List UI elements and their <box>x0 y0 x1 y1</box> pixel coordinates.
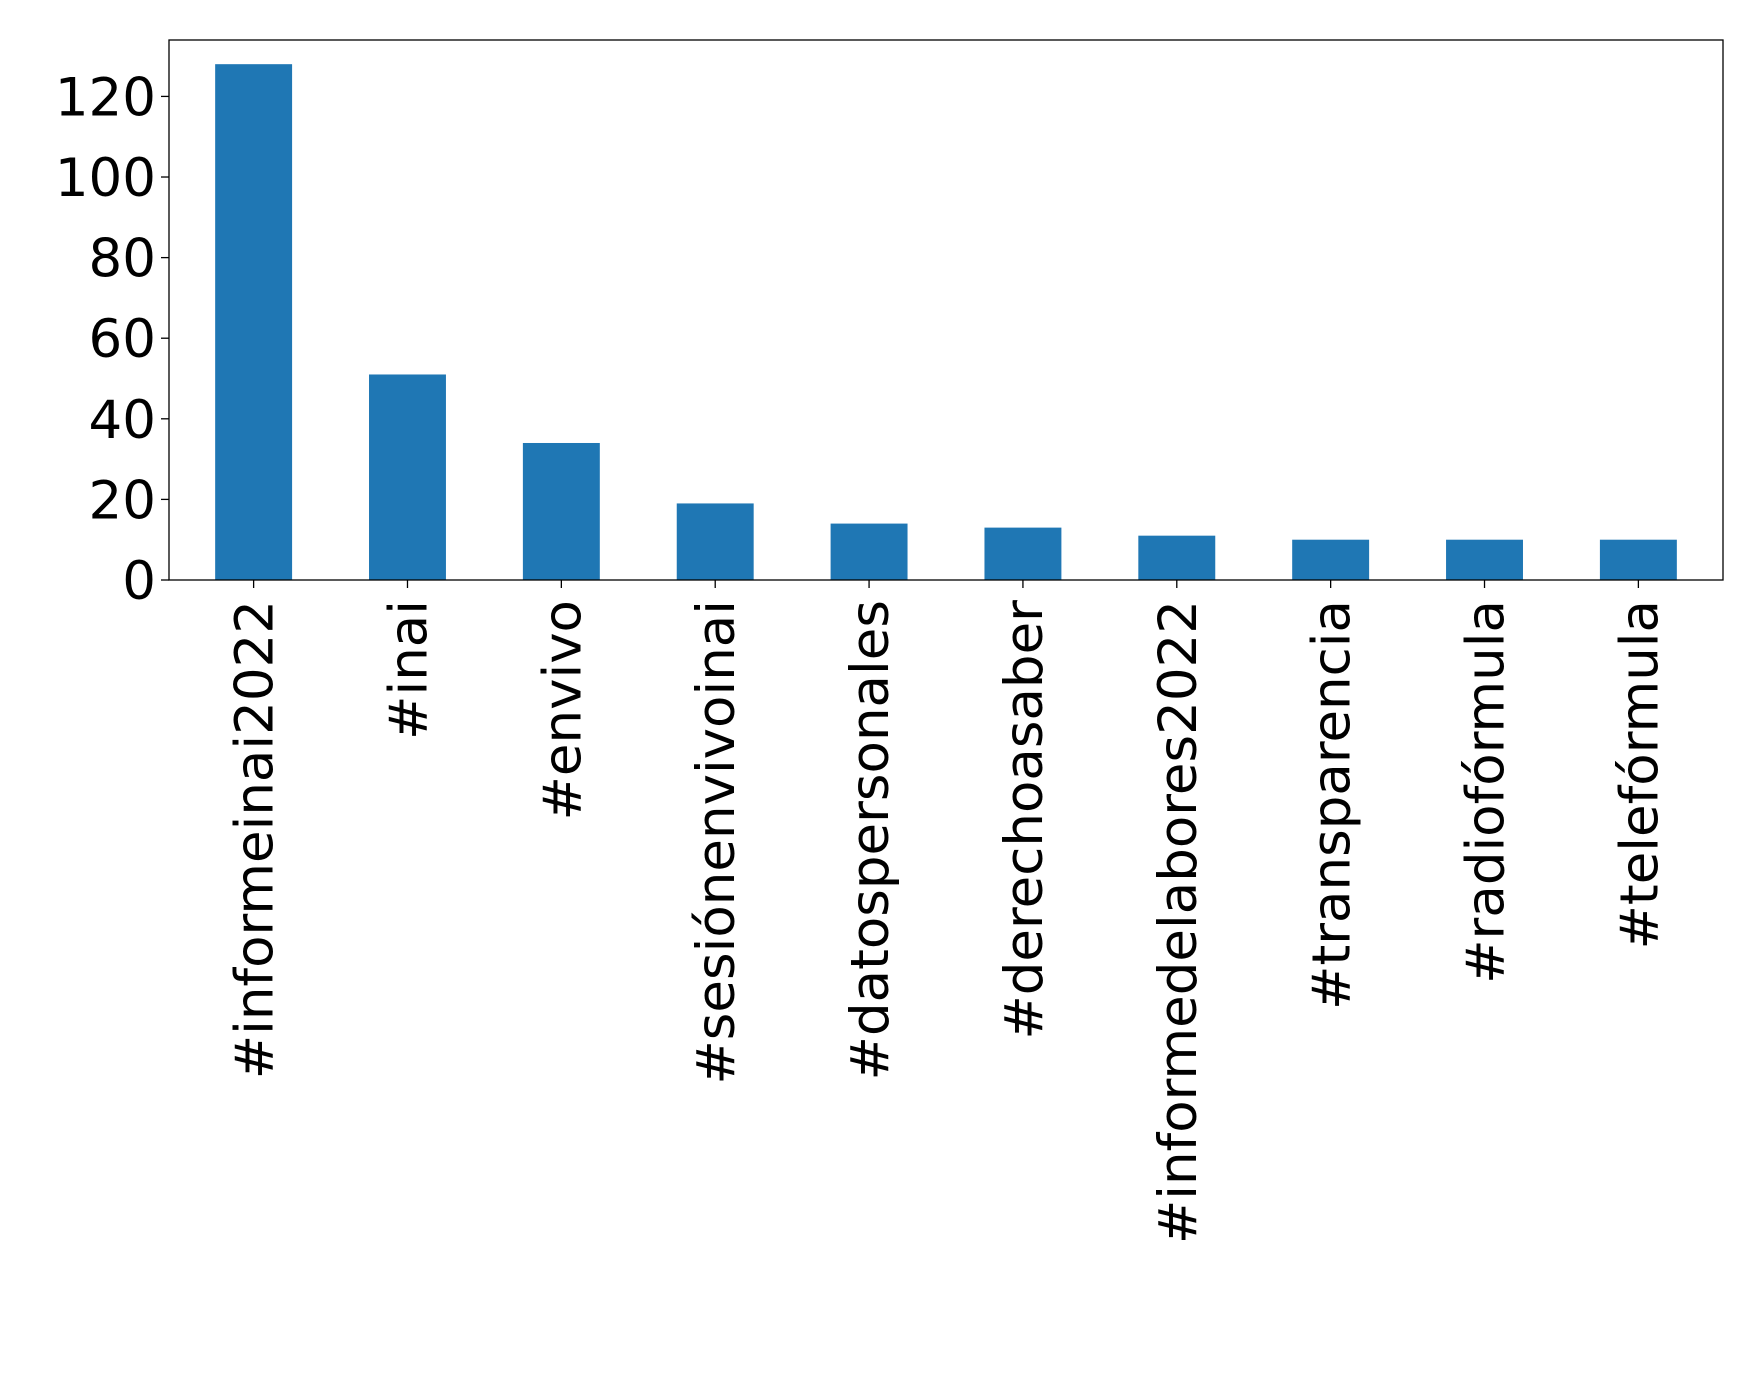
x-tick-label: #envivo <box>532 600 593 821</box>
y-tick-label: 120 <box>55 67 156 128</box>
x-tick-label: #telefórmula <box>1609 600 1670 950</box>
x-tick-label: #sesiónenvivoinai <box>686 600 747 1085</box>
x-tick-label: #radiofórmula <box>1456 600 1517 984</box>
bar <box>1599 539 1677 580</box>
bar <box>215 64 293 581</box>
x-tick-label: #informeinai2022 <box>225 600 286 1079</box>
y-tick-label: 40 <box>89 390 156 451</box>
y-axis: 0 20 40 60 80 100 120 <box>55 67 169 612</box>
bars-group <box>215 64 1677 581</box>
x-tick-label: #inai <box>378 600 439 740</box>
plot-frame <box>168 39 1724 581</box>
bar <box>369 374 446 580</box>
bar <box>522 442 600 580</box>
x-tick-label: #derechoasaber <box>994 600 1055 1040</box>
x-tick-label: #datospersonales <box>840 600 901 1080</box>
y-tick-label: 0 <box>122 551 156 612</box>
y-tick-label: 80 <box>89 229 156 290</box>
y-tick-label: 20 <box>89 470 156 531</box>
x-tick-label: #informedelabores2022 <box>1148 600 1209 1244</box>
x-axis: #informeinai2022 #inai #envivo #sesiónenviv… <box>225 580 1670 1244</box>
bar <box>1446 539 1523 580</box>
x-tick-label: #transparencia <box>1302 600 1363 1010</box>
bar <box>830 523 908 580</box>
bar <box>984 527 1062 580</box>
y-tick-label: 100 <box>55 148 156 209</box>
bar <box>676 503 754 580</box>
bar <box>1292 539 1370 580</box>
bar <box>1138 535 1216 580</box>
y-tick-label: 60 <box>89 309 156 370</box>
